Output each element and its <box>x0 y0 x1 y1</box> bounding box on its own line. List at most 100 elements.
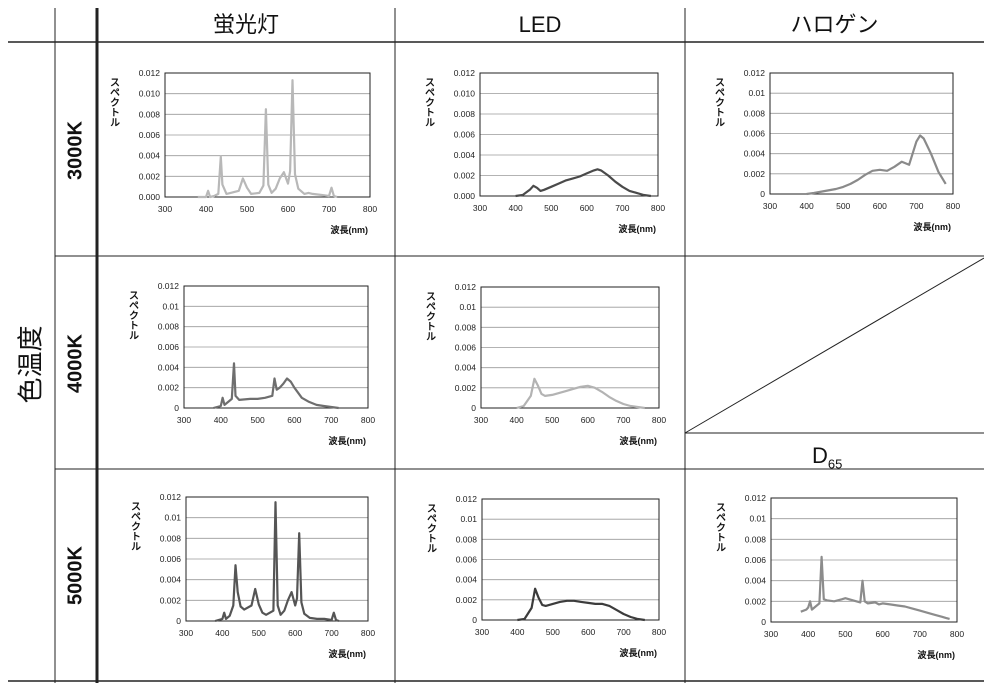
y-tick-label: 0.002 <box>160 595 182 605</box>
x-tick-label: 700 <box>913 629 927 639</box>
x-tick-label: 800 <box>946 201 960 211</box>
chart-d65: 0 0.002 0.004 0.006 0.008 0.01 0.012 300 400 500 6… <box>714 493 965 660</box>
spectrum-line <box>516 377 645 410</box>
y-tick-label: 0.012 <box>158 281 180 291</box>
y-tick-label: 0.008 <box>745 534 767 544</box>
empty-cell-diagonal <box>684 257 984 434</box>
column-header-halogen: ハロゲン <box>790 12 879 37</box>
x-axis-label: 波長(nm) <box>620 435 658 446</box>
x-tick-label: 800 <box>651 203 665 213</box>
plot-frame <box>185 496 369 622</box>
x-tick-label: 800 <box>361 415 375 425</box>
x-axis-label: 波長(nm) <box>329 435 367 446</box>
y-tick-label: 0.006 <box>744 129 766 139</box>
x-tick-label: 700 <box>324 415 338 425</box>
x-tick-label: 400 <box>509 203 523 213</box>
plot-frame <box>479 72 659 197</box>
x-tick-label: 700 <box>909 201 923 211</box>
y-tick-label: 0.012 <box>454 68 476 78</box>
y-tick-label: 0 <box>176 616 181 626</box>
y-tick-label: 0 <box>472 615 477 625</box>
y-tick-label: 0.01 <box>459 302 476 312</box>
x-tick-label: 500 <box>545 415 559 425</box>
x-tick-label: 600 <box>580 203 594 213</box>
y-tick-label: 0.006 <box>455 343 477 353</box>
x-tick-label: 800 <box>652 415 666 425</box>
y-tick-label: 0.004 <box>158 362 180 372</box>
y-tick-label: 0 <box>761 617 766 627</box>
chart-led-4000: 0 0.002 0.004 0.006 0.008 0.01 0.012 300 400 500 6… <box>424 282 667 446</box>
y-tick-label: 0.01 <box>460 514 477 524</box>
y-tick-label: 0.002 <box>744 169 766 179</box>
plot-frame <box>769 72 954 195</box>
y-tick-label: 0.012 <box>139 68 161 78</box>
y-tick-label: 0.01 <box>748 88 765 98</box>
y-tick-label: 0.004 <box>454 150 476 160</box>
x-tick-label: 700 <box>617 627 631 637</box>
x-tick-label: 300 <box>158 204 172 214</box>
x-tick-label: 300 <box>473 203 487 213</box>
x-tick-label: 400 <box>214 415 228 425</box>
x-tick-label: 400 <box>510 627 524 637</box>
spectrum-line <box>800 555 950 620</box>
x-tick-label: 300 <box>475 627 489 637</box>
x-tick-label: 600 <box>581 415 595 425</box>
y-tick-label: 0.006 <box>745 555 767 565</box>
y-tick-label: 0.002 <box>745 596 767 606</box>
y-tick-label: 0.012 <box>160 492 182 502</box>
y-axis-label: スペクトル <box>127 290 139 340</box>
y-tick-label: 0.01 <box>164 513 181 523</box>
x-tick-label: 500 <box>836 201 850 211</box>
spectrum-line <box>515 168 652 198</box>
y-tick-label: 0.006 <box>139 130 161 140</box>
y-tick-label: 0.002 <box>456 595 478 605</box>
x-tick-label: 600 <box>287 415 301 425</box>
y-axis-label: スペクトル <box>108 77 120 127</box>
y-tick-label: 0.008 <box>139 109 161 119</box>
x-tick-label: 500 <box>544 203 558 213</box>
y-tick-label: 0.006 <box>160 554 182 564</box>
x-tick-label: 600 <box>288 628 302 638</box>
plot-frame <box>481 498 660 621</box>
y-axis-label: スペクトル <box>713 77 725 127</box>
x-tick-label: 600 <box>581 627 595 637</box>
y-tick-label: 0.004 <box>456 575 478 585</box>
x-tick-label: 400 <box>199 204 213 214</box>
y-axis-label: スペクトル <box>714 502 726 552</box>
y-tick-label: 0.002 <box>158 383 180 393</box>
spectrum-line <box>197 79 338 199</box>
x-tick-label: 800 <box>363 204 377 214</box>
x-tick-label: 800 <box>950 629 964 639</box>
x-tick-label: 500 <box>252 628 266 638</box>
spectrum-line <box>214 501 340 623</box>
chart-led-3000: 0.000 0.002 0.004 0.006 0.008 0.010 0.012 300 40… <box>423 68 666 234</box>
y-axis-label: スペクトル <box>424 291 436 341</box>
y-tick-label: 0.004 <box>160 575 182 585</box>
x-axis-label: 波長(nm) <box>620 647 658 658</box>
y-tick-label: 0.012 <box>455 282 477 292</box>
y-tick-label: 0.010 <box>139 89 161 99</box>
x-tick-label: 600 <box>873 201 887 211</box>
y-axis-label: スペクトル <box>425 503 437 553</box>
y-tick-label: 0.012 <box>456 494 478 504</box>
x-tick-label: 500 <box>838 629 852 639</box>
y-tick-label: 0.004 <box>744 149 766 159</box>
x-axis-label: 波長(nm) <box>331 224 369 235</box>
y-tick-label: 0.008 <box>454 109 476 119</box>
y-tick-label: 0.000 <box>139 192 161 202</box>
chart-fl-5000: 0 0.002 0.004 0.006 0.008 0.01 0.012 300 400 500 6… <box>129 492 376 659</box>
d65-label-sub: 65 <box>827 456 843 472</box>
plot-frame <box>164 72 371 198</box>
y-tick-label: 0.004 <box>455 363 477 373</box>
spectrum-line <box>806 134 947 196</box>
y-tick-label: 0.01 <box>162 301 179 311</box>
x-tick-label: 700 <box>616 415 630 425</box>
y-tick-label: 0.01 <box>749 514 766 524</box>
plot-frame <box>183 285 369 409</box>
x-tick-label: 700 <box>615 203 629 213</box>
x-tick-label: 400 <box>215 628 229 638</box>
x-tick-label: 400 <box>510 415 524 425</box>
y-tick-label: 0.002 <box>139 171 161 181</box>
x-axis-label: 波長(nm) <box>914 221 952 232</box>
x-tick-label: 500 <box>240 204 254 214</box>
